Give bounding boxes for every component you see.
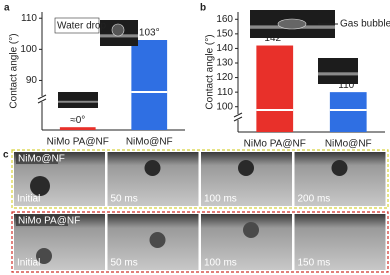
panel-label: c: [3, 150, 9, 161]
drop: [238, 160, 254, 176]
drop: [243, 222, 259, 238]
y-tick-label: 100: [216, 101, 233, 112]
y-tick-label: 120: [216, 72, 233, 83]
row-frame: [11, 149, 389, 209]
inset-photo: [318, 58, 358, 84]
value-label: 110°: [338, 80, 358, 91]
inset-surface: [318, 72, 358, 76]
drop: [149, 232, 166, 248]
inset-photo: [58, 92, 98, 108]
axis-break: [233, 112, 243, 118]
frame-label: Initial: [17, 194, 40, 205]
axis-break: [233, 116, 243, 122]
sample-label: NiMo@NF: [18, 154, 65, 165]
y-tick-label: 160: [216, 14, 233, 25]
value-label: ≈0°: [70, 115, 85, 126]
bar-break: [329, 109, 367, 111]
drop: [36, 248, 52, 264]
panel-label: a: [4, 3, 10, 14]
bar: [59, 127, 96, 130]
annotation: Gas bubble: [340, 19, 390, 30]
x-tick-label: NiMo@NF: [126, 137, 173, 148]
bubble: [277, 18, 307, 30]
y-tick-label: 100: [20, 44, 37, 55]
sample-label: NiMo PA@NF: [18, 216, 80, 227]
drop: [144, 160, 161, 176]
bar: [329, 92, 367, 132]
annotation: Water drop: [57, 21, 107, 32]
y-tick-label: 150: [216, 28, 233, 39]
x-tick-label: NiMo@NF: [325, 139, 372, 150]
y-tick-label: 130: [216, 58, 233, 69]
drop: [30, 176, 50, 196]
y-tick-label: 110: [217, 87, 233, 98]
photo: [294, 214, 386, 270]
bar: [256, 45, 294, 133]
inset-surface: [58, 100, 98, 103]
frame-label: 150 ms: [298, 258, 331, 269]
panel-label: b: [200, 3, 206, 14]
photo: [201, 214, 292, 270]
row-frame: [11, 211, 389, 273]
frame-label: 100 ms: [204, 258, 237, 269]
value-label: 142°: [264, 33, 285, 44]
value-label: 103°: [139, 28, 160, 39]
sample-label-bg: [16, 153, 58, 164]
drop: [331, 160, 348, 176]
sample-label-bg: [16, 215, 68, 226]
y-axis-label: Contact angle (°): [205, 34, 216, 109]
frame-label: 50 ms: [111, 258, 138, 269]
bar: [131, 40, 168, 130]
frame-label: 50 ms: [111, 194, 138, 205]
bar-break: [131, 91, 168, 93]
y-tick-label: 90: [26, 75, 38, 86]
frame-label: 100 ms: [204, 194, 237, 205]
bar-break: [256, 109, 294, 111]
frame-label: 200 ms: [298, 194, 331, 205]
y-tick-label: 110: [21, 13, 37, 24]
y-axis-label: Contact angle (°): [9, 33, 20, 108]
y-tick-label: 140: [216, 43, 233, 54]
annotation-box: [54, 17, 100, 34]
x-tick-label: NiMo PA@NF: [47, 137, 109, 148]
drop: [111, 23, 125, 37]
frame-label: Initial: [17, 258, 40, 269]
x-tick-label: NiMo PA@NF: [244, 139, 306, 150]
axis-break: [37, 94, 47, 100]
axis-break: [37, 98, 47, 104]
